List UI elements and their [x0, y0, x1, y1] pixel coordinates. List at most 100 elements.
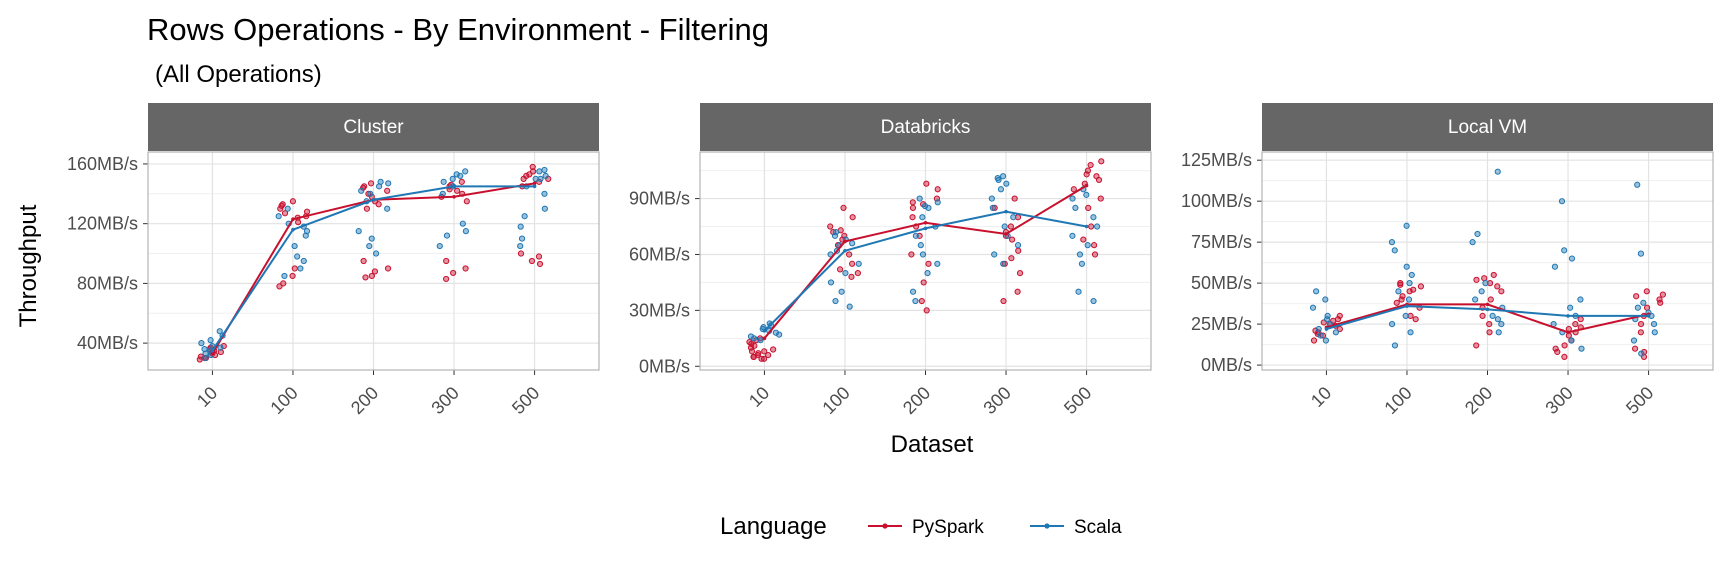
data-point-pyspark — [1397, 281, 1404, 288]
data-point-scala — [368, 235, 375, 242]
facet-panel-databricks: Databricks 0MB/s 30MB/s 60MB/s 90MB/s 10 100 20… — [629, 103, 1152, 418]
data-point-scala — [201, 345, 208, 353]
data-point-pyspark — [1083, 171, 1090, 178]
y-tick-label: 160MB/s — [67, 154, 138, 174]
panel-border — [147, 151, 600, 371]
data-point-scala — [1388, 321, 1396, 328]
legend-title: Language — [720, 513, 827, 540]
data-point-pyspark — [770, 346, 777, 353]
data-point-pyspark — [848, 273, 855, 280]
data-point-pyspark — [363, 205, 371, 212]
data-point-pyspark — [1070, 186, 1077, 193]
data-point-scala — [1568, 255, 1576, 262]
data-point-scala — [849, 240, 856, 247]
data-point-pyspark — [1000, 297, 1007, 305]
data-point-scala — [1083, 191, 1090, 198]
data-point-pyspark — [1572, 321, 1579, 328]
chart-title: Rows Operations - By Environment - Filte… — [147, 12, 769, 47]
data-point-pyspark — [923, 307, 930, 314]
mean-marker-pyspark — [452, 194, 456, 199]
data-point-scala — [385, 180, 392, 187]
data-point-scala — [1090, 214, 1097, 221]
y-axis-title: Throughput — [15, 204, 42, 327]
data-point-scala — [1317, 332, 1324, 339]
data-point-pyspark — [1336, 312, 1343, 320]
data-point-pyspark — [523, 172, 530, 179]
data-point-pyspark — [220, 343, 227, 350]
legend-item-scala: Scala — [1030, 517, 1122, 538]
data-point-scala — [757, 337, 764, 344]
data-point-pyspark — [367, 180, 375, 187]
data-point-scala — [909, 288, 917, 295]
data-point-scala — [440, 178, 447, 185]
data-point-pyspark — [765, 351, 772, 359]
data-point-scala — [1469, 239, 1476, 246]
data-point-scala — [1391, 247, 1398, 254]
data-point-scala — [1069, 232, 1076, 239]
data-point-pyspark — [1473, 276, 1480, 283]
data-point-scala — [1322, 296, 1329, 303]
legend-key-point — [1044, 523, 1050, 529]
mean-marker-pyspark — [1004, 232, 1008, 236]
data-point-scala — [1472, 296, 1479, 303]
data-point-pyspark — [1090, 242, 1098, 249]
data-point-scala — [275, 213, 282, 220]
mean-marker-scala — [532, 184, 537, 189]
y-tick-label: 30MB/s — [629, 300, 690, 320]
data-point-pyspark — [1486, 329, 1493, 336]
x-tick-label: 200 — [899, 383, 934, 418]
data-point-pyspark — [908, 251, 915, 258]
data-point-pyspark — [463, 198, 470, 205]
data-point-pyspark — [526, 171, 533, 178]
data-point-pyspark — [1098, 158, 1105, 165]
legend-key-point — [882, 523, 888, 529]
data-point-scala — [1313, 288, 1320, 295]
x-tick-label: 10 — [1307, 383, 1335, 411]
x-axis-title: Dataset — [891, 431, 974, 458]
x-tick-label: 200 — [1461, 383, 1496, 418]
mean-marker-scala — [1084, 224, 1089, 229]
data-point-scala — [207, 337, 214, 344]
data-point-pyspark — [1552, 345, 1559, 352]
data-point-pyspark — [849, 260, 856, 267]
data-point-scala — [1630, 337, 1638, 344]
data-point-pyspark — [443, 257, 450, 265]
mean-marker-scala — [1405, 304, 1409, 308]
data-point-scala — [1403, 222, 1410, 229]
data-point-scala — [1577, 296, 1584, 303]
data-point-scala — [518, 235, 526, 242]
data-point-scala — [366, 242, 373, 250]
data-point-scala — [436, 242, 443, 250]
data-point-scala — [1408, 271, 1415, 279]
data-point-scala — [1391, 342, 1399, 349]
data-point-scala — [994, 174, 1001, 182]
data-point-pyspark — [443, 275, 450, 283]
data-point-pyspark — [217, 348, 224, 356]
data-point-pyspark — [289, 272, 296, 280]
data-point-pyspark — [1637, 321, 1645, 328]
data-point-scala — [1651, 329, 1658, 336]
data-point-scala — [521, 213, 528, 220]
mean-marker-pyspark — [762, 336, 767, 341]
data-point-pyspark — [1014, 288, 1021, 295]
series-pyspark — [1310, 271, 1666, 360]
data-point-scala — [997, 186, 1005, 193]
data-point-scala — [1003, 180, 1010, 187]
data-point-pyspark — [827, 223, 834, 230]
data-point-pyspark — [1561, 353, 1568, 360]
data-point-pyspark — [365, 190, 372, 197]
data-point-scala — [917, 242, 924, 249]
data-point-scala — [1001, 223, 1008, 230]
data-point-pyspark — [1310, 337, 1318, 344]
data-point-pyspark — [925, 260, 932, 267]
data-point-pyspark — [1487, 296, 1494, 303]
mean-marker-scala — [843, 248, 847, 253]
data-point-scala — [462, 168, 469, 175]
mean-marker-scala — [762, 329, 767, 333]
data-point-scala — [459, 220, 466, 227]
data-point-pyspark — [758, 355, 765, 362]
data-point-pyspark — [1412, 316, 1419, 323]
data-point-pyspark — [1498, 288, 1505, 295]
data-point-scala — [284, 205, 291, 212]
